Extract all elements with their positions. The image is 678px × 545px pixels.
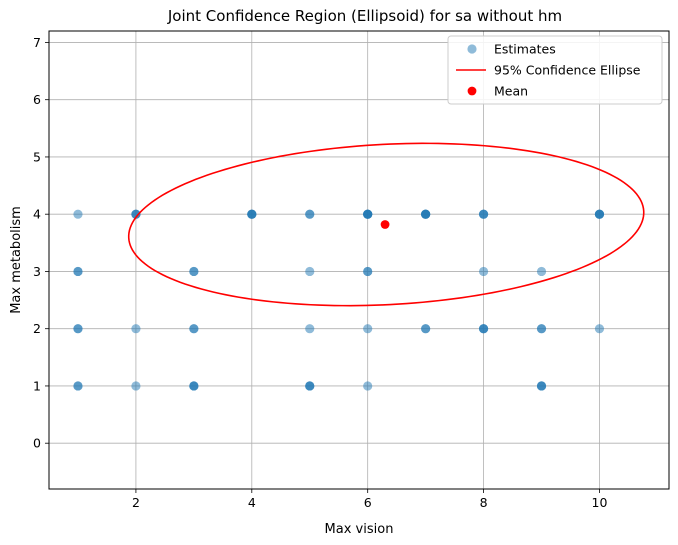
estimate-point (131, 324, 141, 334)
estimate-point (478, 209, 489, 219)
y-axis-label: Max metabolism (9, 206, 24, 314)
estimate-point (305, 381, 315, 391)
x-tick-label: 2 (132, 495, 140, 510)
y-tick-label: 7 (33, 35, 41, 50)
estimate-point (536, 266, 547, 277)
legend-label: 95% Confidence Ellipse (494, 63, 641, 78)
estimate-point (131, 209, 141, 219)
x-tick-label: 8 (480, 495, 488, 510)
estimate-point (363, 381, 373, 391)
estimate-point (131, 381, 141, 391)
estimate-point (73, 266, 83, 277)
estimate-point (189, 324, 199, 334)
plot-area (73, 142, 645, 391)
legend-entry: Estimates (467, 42, 556, 57)
plot-frame (48, 30, 670, 490)
estimate-point (73, 381, 83, 391)
estimate-point (305, 209, 315, 219)
estimate-point (594, 324, 605, 334)
estimate-point (189, 266, 199, 277)
estimate-point (421, 324, 431, 334)
legend-entry: 95% Confidence Ellipse (456, 63, 641, 78)
legend-marker-mean (467, 86, 477, 96)
confidence-ellipse (127, 142, 645, 307)
y-tick-label: 0 (33, 436, 41, 451)
estimate-point (478, 266, 489, 277)
estimate-point (73, 324, 83, 334)
estimate-point (478, 324, 489, 334)
estimate-point (536, 324, 547, 334)
y-tick-label: 4 (33, 207, 41, 222)
legend-label: Estimates (494, 42, 556, 57)
estimate-point (421, 209, 431, 219)
y-tick-label: 2 (33, 321, 41, 336)
estimate-point (363, 266, 373, 277)
x-tick-label: 10 (592, 495, 608, 510)
x-tick-label: 6 (364, 495, 372, 510)
y-tick-label: 6 (33, 92, 41, 107)
estimate-point (73, 209, 83, 219)
legend-entry: Mean (467, 84, 528, 99)
estimate-point (305, 324, 315, 334)
x-tick-label: 4 (248, 495, 256, 510)
chart-title: Joint Confidence Region (Ellipsoid) for … (167, 7, 562, 25)
estimate-point (594, 209, 605, 219)
y-tick-label: 1 (33, 378, 41, 393)
estimate-point (247, 209, 257, 219)
mean-point (380, 220, 390, 229)
legend: Estimates 95% Confidence Ellipse Mean (447, 35, 663, 105)
axis-ticks: 2 4 6 8 10 0 1 2 3 4 5 6 7 (33, 35, 607, 510)
estimate-point (305, 266, 315, 277)
estimate-point (189, 381, 199, 391)
legend-marker-estimates (467, 44, 477, 54)
x-axis-label: Max vision (325, 522, 394, 537)
estimate-point (363, 209, 373, 219)
y-tick-label: 5 (33, 149, 41, 164)
estimate-point (363, 324, 373, 334)
estimate-point (536, 381, 547, 391)
legend-box (447, 35, 663, 105)
y-tick-label: 3 (33, 264, 41, 279)
grid (49, 31, 669, 489)
series-layer (73, 142, 645, 391)
legend-label: Mean (494, 84, 528, 99)
